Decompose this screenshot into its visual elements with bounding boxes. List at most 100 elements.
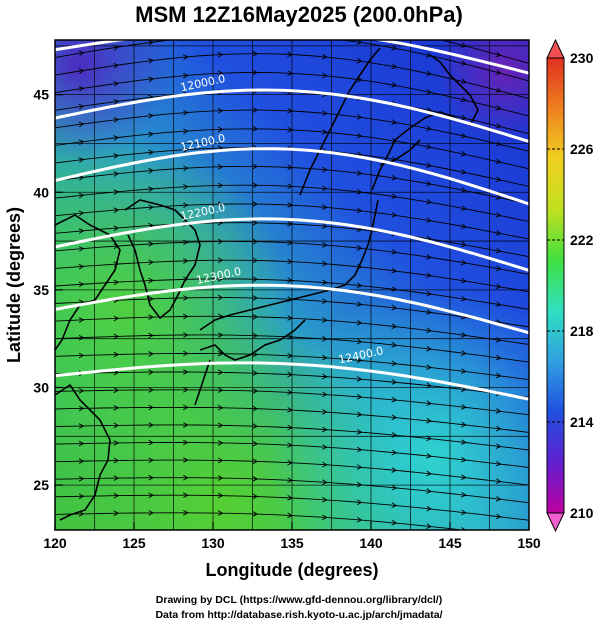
- streamline-arrow: [217, 387, 224, 393]
- streamline-arrow: [217, 257, 224, 263]
- streamline-arrow: [287, 183, 293, 190]
- streamline-arrow: [356, 57, 363, 64]
- streamline-arrow: [148, 492, 154, 499]
- wind-streamlines: [55, 27, 529, 530]
- streamline-arrow: [148, 296, 154, 302]
- streamline-arrow: [426, 254, 432, 260]
- streamline-arrow: [495, 460, 502, 467]
- streamline-arrow: [495, 513, 502, 520]
- streamline-arrow: [391, 267, 398, 274]
- streamline-arrow: [148, 149, 154, 156]
- streamline-arrow: [495, 194, 502, 200]
- streamline-arrow: [78, 458, 85, 464]
- streamline-arrow: [287, 459, 293, 466]
- streamline-arrow: [252, 126, 259, 132]
- streamline-arrow: [426, 523, 432, 529]
- streamline-arrow: [356, 411, 363, 418]
- streamline-arrow: [426, 180, 432, 187]
- streamline-arrow: [252, 458, 259, 465]
- streamline-arrow: [322, 444, 328, 450]
- streamline-arrow: [356, 517, 363, 523]
- streamline-arrow: [287, 202, 293, 208]
- streamline-arrow: [287, 108, 293, 114]
- streamline-arrow: [148, 204, 154, 211]
- streamline-arrow: [148, 351, 154, 357]
- streamline-arrow: [148, 58, 154, 64]
- streamline-arrow: [217, 51, 224, 58]
- streamline-arrow: [113, 387, 120, 394]
- streamline-arrow: [113, 62, 120, 69]
- streamline-arrow: [78, 157, 85, 163]
- streamline-arrow: [217, 350, 224, 357]
- colorbar-ticks: 210 214 218 222 226 230: [547, 50, 594, 521]
- y-axis-label: Latitude (degrees): [4, 207, 24, 363]
- streamline-arrow: [78, 440, 85, 447]
- streamline-arrow: [495, 478, 502, 485]
- streamline-arrow: [356, 207, 363, 214]
- streamline-arrow: [113, 351, 120, 358]
- streamline-arrow: [426, 70, 432, 77]
- streamline-arrow: [460, 205, 467, 211]
- streamline-arrow: [252, 370, 259, 376]
- streamline-arrow: [78, 476, 85, 482]
- streamline-arrow: [322, 391, 328, 398]
- streamline-arrow: [495, 425, 502, 432]
- streamline-arrow: [426, 162, 432, 168]
- streamline-arrow: [322, 317, 328, 323]
- streamline-arrow: [113, 492, 120, 499]
- streamline-arrow: [252, 405, 259, 412]
- streamline-arrow: [495, 105, 502, 111]
- streamline-arrow: [322, 53, 328, 60]
- streamline-arrow: [495, 372, 502, 379]
- streamline-arrow: [356, 376, 363, 382]
- streamline-arrow: [426, 435, 432, 442]
- streamline-arrow: [356, 245, 363, 251]
- streamline-arrow: [78, 423, 85, 429]
- streamline-arrow: [113, 99, 120, 105]
- streamline-arrow: [113, 457, 120, 464]
- streamline-arrow: [391, 323, 398, 330]
- streamline-arrow: [356, 394, 363, 400]
- streamline-arrow: [322, 72, 328, 79]
- streamline-arrow: [460, 241, 467, 248]
- streamline-arrow: [217, 422, 224, 429]
- streamline-arrow: [391, 63, 398, 70]
- streamline-arrow: [356, 357, 363, 364]
- streamline-arrow: [322, 298, 328, 305]
- streamline-arrow: [356, 282, 363, 289]
- streamline-arrow: [322, 514, 328, 521]
- streamline-arrow: [322, 279, 328, 286]
- streamline-arrow: [217, 238, 224, 245]
- map-panel: 11900.012000.012100.012200.012300.012400…: [55, 27, 529, 530]
- streamline-arrow: [460, 114, 467, 121]
- streamline-arrow: [252, 69, 259, 76]
- colorbar-tick-label: 218: [570, 323, 594, 339]
- streamline-arrow: [392, 27, 397, 32]
- streamline-arrow: [356, 499, 363, 506]
- streamline-arrow: [426, 382, 432, 389]
- contour-line: [55, 283, 529, 335]
- streamline-arrow: [391, 484, 398, 491]
- streamline-arrow: [78, 388, 85, 394]
- streamline-arrow: [495, 496, 502, 502]
- streamline: [55, 40, 529, 64]
- streamline-arrow: [148, 332, 154, 339]
- streamline-arrow: [460, 132, 467, 139]
- x-tick-label: 120: [43, 535, 67, 551]
- streamline-arrow: [183, 474, 189, 481]
- colorbar-tick-label: 226: [570, 141, 594, 157]
- streamline-arrow: [322, 204, 328, 210]
- streamline-arrow: [148, 474, 154, 481]
- contour-line: [55, 147, 529, 206]
- streamline-arrow: [113, 207, 120, 213]
- streamline-arrow: [460, 259, 467, 266]
- streamline-arrow: [113, 422, 120, 429]
- streamline-arrow: [461, 474, 467, 481]
- streamline-arrow: [217, 163, 224, 170]
- streamline-arrow: [183, 439, 189, 446]
- streamline-arrow: [252, 440, 259, 447]
- streamline-arrow: [148, 422, 154, 428]
- streamline-arrow: [148, 167, 154, 174]
- streamline-arrow: [391, 432, 398, 438]
